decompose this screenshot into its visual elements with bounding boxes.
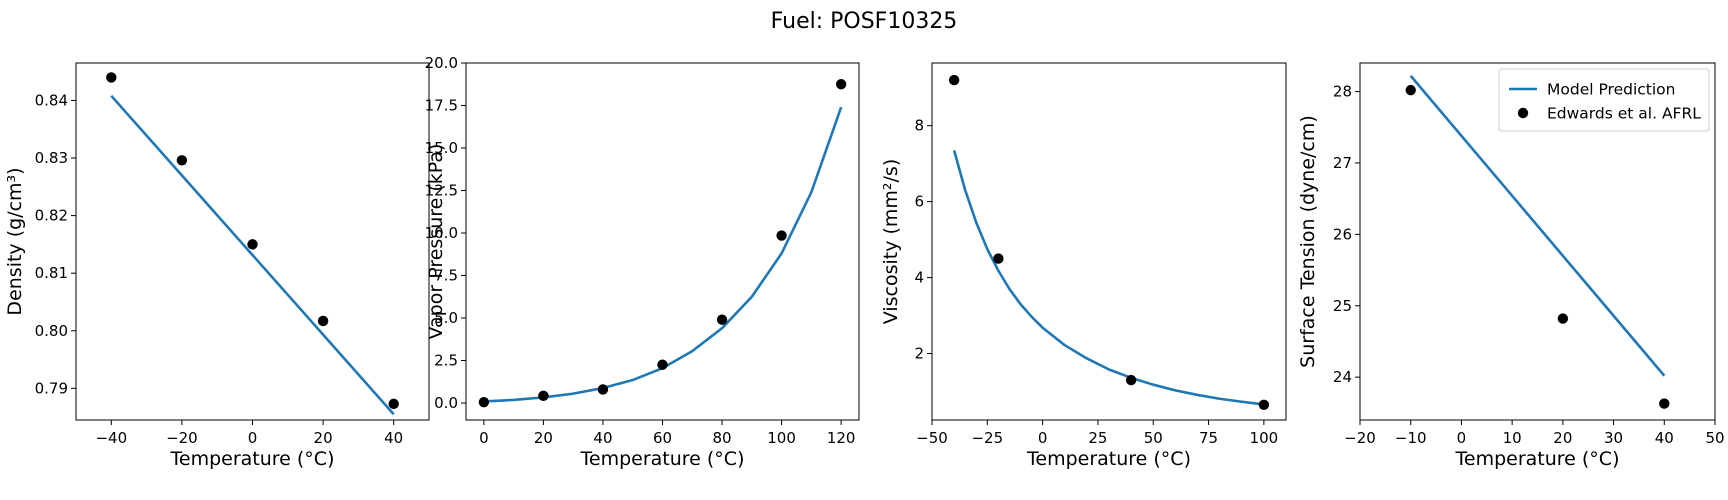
- model-prediction-line: [952, 150, 1265, 406]
- x-tick-label: 30: [1604, 429, 1623, 447]
- x-axis-label: Temperature (°C): [1455, 448, 1620, 470]
- observed-point: [1659, 398, 1670, 409]
- y-tick-label: 8: [914, 117, 924, 135]
- x-tick-label: −25: [971, 429, 1003, 447]
- model-prediction-line: [1409, 75, 1666, 377]
- legend-marker-swatch: [1517, 107, 1529, 119]
- legend-entry-label: Model Prediction: [1547, 81, 1675, 99]
- x-tick-label: 40: [593, 429, 612, 447]
- x-tick-label: 60: [653, 429, 672, 447]
- y-tick-label: 15.0: [425, 139, 458, 157]
- y-tick-label: 12.5: [425, 182, 458, 200]
- x-tick-label: 0: [479, 429, 489, 447]
- x-tick-label: −40: [95, 429, 127, 447]
- y-tick-label: 2: [914, 345, 924, 363]
- observed-point: [1125, 374, 1137, 386]
- axes-frame: [931, 62, 1287, 421]
- y-axis-label: Viscosity (mm²/s): [880, 159, 902, 325]
- y-tick-label: 0.82: [35, 207, 68, 225]
- x-tick-label: −20: [1344, 429, 1376, 447]
- observed-point: [1258, 399, 1270, 411]
- figure-title: Fuel: POSF10325: [771, 9, 958, 34]
- x-tick-label: 40: [384, 429, 403, 447]
- y-tick-label: 6: [914, 193, 924, 211]
- x-axis-label: Temperature (°C): [580, 448, 745, 470]
- x-tick-label: 0: [1038, 429, 1048, 447]
- y-tick-label: 28: [1333, 83, 1352, 101]
- y-tick-label: 7.5: [434, 267, 458, 285]
- legend: Model Prediction Edwards et al. AFRL: [1498, 68, 1710, 132]
- y-tick-label: 0.79: [35, 379, 68, 397]
- observed-point: [1557, 313, 1569, 324]
- y-tick-label: 2.5: [434, 352, 458, 370]
- observed-point: [317, 315, 329, 327]
- observed-point: [835, 79, 847, 90]
- observed-point: [247, 239, 258, 250]
- y-tick-label: 24: [1333, 368, 1352, 386]
- x-axis-label: Temperature (°C): [170, 448, 335, 470]
- observed-point: [993, 253, 1004, 264]
- x-axis-label: Temperature (°C): [1026, 448, 1191, 470]
- x-tick-label: 0: [248, 429, 258, 447]
- y-tick-label: 27: [1333, 154, 1352, 172]
- y-axis-label: Density (g/cm³): [4, 167, 26, 315]
- y-tick-label: 0.84: [35, 91, 68, 109]
- subplot-2: 0 20 40 60 80 100 120 0.0 2.5 5.0 7.5 10.0 12.5 15.0 1…: [425, 54, 860, 470]
- x-tick-label: 0: [1457, 429, 1467, 447]
- plots: −40 −20 0 20 400.790.800.810.820.830.84Tempe…: [4, 54, 1725, 470]
- x-tick-label: 40: [1655, 429, 1674, 447]
- observed-point: [1405, 84, 1416, 96]
- observed-point: [106, 72, 117, 83]
- y-tick-label: 26: [1333, 225, 1352, 243]
- observed-point: [478, 396, 490, 408]
- observed-point: [776, 230, 787, 241]
- y-tick-label: 4: [914, 269, 924, 287]
- subplot-4: −20 −10 0 10 20 30 40 50 24 25 26 27 28 Temperature (…: [1297, 62, 1725, 470]
- x-tick-label: 100: [1250, 429, 1279, 447]
- x-tick-label: 20: [314, 429, 333, 447]
- y-axis-label: Vapor Pressure (kPa): [425, 144, 447, 340]
- observed-point: [716, 314, 728, 325]
- x-tick-label: 10: [1503, 429, 1522, 447]
- y-tick-label: 20.0: [425, 54, 458, 72]
- x-tick-label: 75: [1199, 429, 1218, 447]
- subplot-3: −50 −25 0 25 50 75 100 2 4 6 8 Temperature (°C) Visc…: [880, 62, 1287, 470]
- legend-frame: [1498, 68, 1710, 132]
- y-tick-label: 17.5: [425, 97, 458, 115]
- observed-point: [597, 384, 609, 395]
- x-tick-label: 25: [1088, 429, 1107, 447]
- y-tick-label: 25: [1333, 297, 1352, 315]
- x-tick-label: −10: [1395, 429, 1427, 447]
- observed-point: [657, 359, 668, 370]
- observed-point: [538, 390, 549, 402]
- observed-point: [948, 74, 960, 86]
- x-tick-label: 80: [712, 429, 731, 447]
- y-axis-label: Surface Tension (dyne/cm): [1297, 115, 1319, 368]
- x-tick-label: 50: [1705, 429, 1724, 447]
- x-tick-label: 20: [1553, 429, 1572, 447]
- observed-point: [388, 398, 399, 410]
- y-tick-label: 5.0: [434, 309, 458, 327]
- x-tick-label: −20: [166, 429, 198, 447]
- y-tick-label: 0.0: [434, 394, 458, 412]
- x-tick-label: 120: [827, 429, 856, 447]
- legend-entry-label: Edwards et al. AFRL: [1547, 105, 1701, 123]
- y-tick-label: 10.0: [425, 224, 458, 242]
- axes-frame: [1359, 62, 1716, 421]
- observed-point: [176, 155, 188, 166]
- y-tick-label: 0.83: [35, 149, 68, 167]
- y-tick-label: 0.81: [35, 264, 68, 282]
- y-tick-label: 0.80: [35, 322, 68, 340]
- x-tick-label: 50: [1144, 429, 1163, 447]
- model-prediction-line: [110, 94, 395, 416]
- subplot-1: −40 −20 0 20 40 0.79 0.80 0.81 0.82 0.83 0.84 Tempe…: [4, 62, 430, 470]
- x-tick-label: 20: [534, 429, 553, 447]
- x-tick-label: 100: [767, 429, 796, 447]
- x-tick-label: −50: [916, 429, 948, 447]
